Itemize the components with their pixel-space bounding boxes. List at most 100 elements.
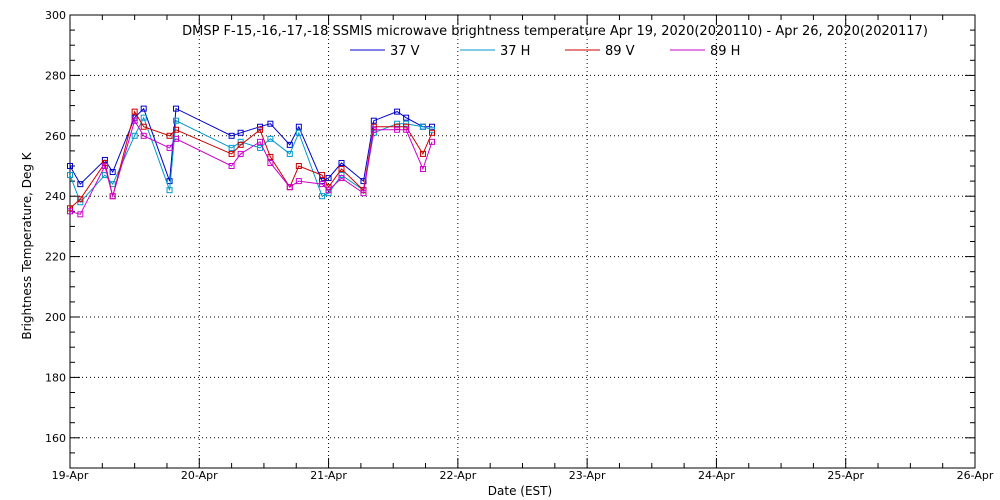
- data-point: [140, 105, 147, 112]
- data-point: [394, 108, 401, 115]
- data-point: [267, 120, 274, 127]
- data-point: [77, 196, 84, 203]
- x-tick-label: 21-Apr: [310, 469, 347, 482]
- data-point: [429, 126, 435, 133]
- data-point: [338, 166, 345, 173]
- series-89-v: [67, 108, 435, 212]
- data-point: [403, 123, 410, 130]
- data-point: [140, 123, 147, 130]
- data-point: [325, 175, 332, 182]
- x-tick-label: 25-Apr: [827, 469, 864, 482]
- data-point: [257, 126, 264, 133]
- data-point: [286, 150, 293, 157]
- data-point: [101, 163, 108, 169]
- data-point: [429, 129, 435, 136]
- data-point: [173, 126, 180, 133]
- data-point: [237, 150, 244, 157]
- data-point: [295, 123, 302, 130]
- data-point: [228, 150, 235, 157]
- data-point: [295, 178, 302, 185]
- y-tick-label: 260: [45, 130, 66, 143]
- x-tick-label: 20-Apr: [181, 469, 218, 482]
- data-point: [166, 178, 173, 185]
- data-point: [173, 105, 180, 112]
- data-point: [228, 163, 235, 169]
- data-point: [228, 132, 235, 139]
- data-point: [360, 178, 367, 185]
- x-tick-label: 19-Apr: [52, 469, 89, 482]
- data-point: [67, 208, 73, 215]
- data-point: [257, 138, 264, 145]
- data-point: [429, 123, 435, 130]
- series-line: [69, 110, 433, 209]
- data-point: [295, 163, 302, 169]
- data-point: [319, 181, 326, 188]
- data-point: [419, 166, 426, 173]
- legend-label: 37 H: [500, 44, 530, 59]
- data-point: [173, 135, 180, 142]
- legend-label: 89 V: [605, 44, 635, 59]
- data-point: [370, 126, 377, 133]
- data-point: [77, 211, 84, 218]
- data-point: [237, 141, 244, 148]
- data-point: [370, 123, 377, 130]
- chart-title: DMSP F-15,-16,-17,-18 SSMIS microwave br…: [182, 24, 928, 39]
- y-tick-label: 280: [45, 69, 66, 82]
- data-point: [267, 135, 274, 142]
- data-point: [267, 159, 274, 166]
- data-point: [419, 123, 426, 130]
- data-point: [109, 193, 116, 200]
- series-line: [69, 107, 432, 185]
- data-point: [295, 129, 302, 136]
- data-point: [131, 108, 138, 115]
- x-tick-label: 23-Apr: [569, 469, 606, 482]
- data-point: [338, 175, 345, 182]
- data-point: [394, 126, 401, 133]
- legend-label: 89 H: [710, 44, 740, 59]
- plot-frame: [69, 14, 976, 469]
- data-point: [370, 117, 377, 124]
- y-tick-label: 300: [45, 9, 66, 22]
- y-tick-label: 180: [45, 371, 66, 384]
- data-point: [325, 187, 332, 194]
- data-point: [403, 126, 410, 133]
- data-point: [67, 205, 73, 212]
- data-point: [67, 172, 73, 179]
- data-point: [131, 132, 138, 139]
- x-tick-label: 24-Apr: [698, 469, 735, 482]
- data-point: [166, 132, 173, 139]
- data-point: [140, 132, 147, 139]
- series-37-v: [67, 105, 435, 188]
- data-point: [360, 190, 367, 197]
- y-tick-label: 240: [45, 190, 66, 203]
- data-point: [394, 123, 401, 130]
- data-point: [228, 144, 235, 151]
- y-axis-title: Brightness Temperature, Deg K: [20, 151, 34, 339]
- y-tick-label: 220: [45, 251, 66, 264]
- data-point: [109, 169, 116, 176]
- data-point: [419, 150, 426, 157]
- grid: [70, 15, 975, 468]
- data-point: [237, 129, 244, 136]
- x-axis-title: Date (EST): [488, 484, 552, 498]
- data-point: [319, 172, 326, 179]
- data-point: [67, 163, 73, 169]
- legend-label: 37 V: [390, 44, 420, 59]
- series-layer: [67, 105, 435, 218]
- data-point: [319, 193, 326, 200]
- data-point: [403, 114, 410, 121]
- data-point: [338, 159, 345, 166]
- y-tick-label: 160: [45, 432, 66, 445]
- data-point: [166, 187, 173, 194]
- data-point: [166, 144, 173, 151]
- axis-ticks: [69, 14, 976, 469]
- data-point: [131, 117, 138, 124]
- data-point: [286, 141, 293, 148]
- data-point: [77, 181, 84, 188]
- tick-labels: 19-Apr 20-Apr 21-Apr 22-Apr 23-Apr 24-Apr 25-A…: [45, 9, 994, 482]
- x-tick-label: 22-Apr: [439, 469, 476, 482]
- data-point: [286, 184, 293, 191]
- legend: 37 V 37 H 89 V 89 H: [350, 44, 740, 59]
- series-89-h: [67, 117, 435, 218]
